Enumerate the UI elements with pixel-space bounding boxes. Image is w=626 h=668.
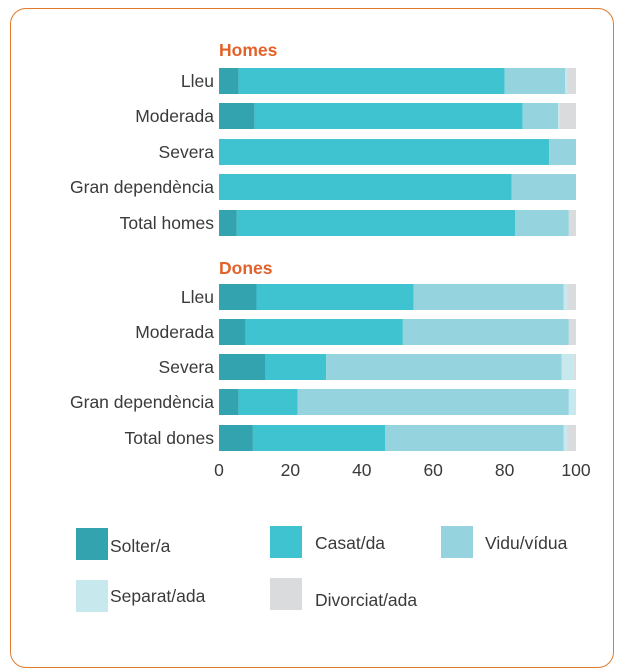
bar-segment	[219, 319, 246, 345]
bar-segment	[511, 174, 576, 200]
x-tick-label: 60	[423, 460, 443, 480]
bar-segment	[563, 425, 568, 451]
category-label: Gran dependència	[70, 392, 214, 412]
bar-segment	[559, 103, 576, 129]
bar-segment	[568, 319, 576, 345]
bar-segment	[219, 389, 239, 415]
bar-segment	[568, 389, 576, 415]
bar-segment	[219, 354, 266, 380]
x-tick-label: 20	[281, 460, 301, 480]
legend-label: Casat/da	[315, 533, 385, 553]
bar-segment	[256, 284, 414, 310]
bar-segment	[219, 103, 255, 129]
bar-segment	[504, 68, 566, 94]
x-tick-label: 0	[214, 460, 224, 480]
category-label: Moderada	[135, 106, 214, 126]
bar-segment	[549, 139, 576, 165]
bar-segment	[219, 68, 239, 94]
legend-label: Vidu/vídua	[485, 533, 568, 553]
category-label: Severa	[159, 142, 215, 162]
bar-segment	[219, 210, 237, 236]
category-label: Gran dependència	[70, 177, 214, 197]
bar-segment	[413, 284, 564, 310]
bar-segment	[522, 103, 559, 129]
category-label: Total homes	[120, 213, 215, 233]
legend-swatch	[270, 526, 302, 558]
bar-segment	[219, 139, 550, 165]
category-label: Lleu	[181, 71, 214, 91]
bar-segment	[385, 425, 564, 451]
bar-segment	[219, 174, 512, 200]
legend-label: Separat/ada	[110, 586, 206, 606]
bar-segment	[558, 103, 560, 129]
category-label: Lleu	[181, 287, 214, 307]
category-label: Total dones	[124, 428, 214, 448]
legend-label: Solter/a	[110, 536, 171, 556]
bar-segment	[238, 68, 505, 94]
bar-segment	[297, 389, 569, 415]
x-tick-label: 100	[561, 460, 590, 480]
group-title: Dones	[219, 258, 273, 278]
x-tick-label: 40	[352, 460, 372, 480]
legend-swatch	[270, 578, 302, 610]
bar-segment	[245, 319, 403, 345]
bar-segment	[515, 210, 569, 236]
bar-segment	[219, 425, 253, 451]
legend-label: Divorciat/ada	[315, 590, 417, 610]
bar-segment	[402, 319, 569, 345]
bar-segment	[254, 103, 523, 129]
bar-segment	[567, 425, 576, 451]
bar-segment	[574, 354, 576, 380]
legend-swatch	[76, 580, 108, 612]
legend-swatch	[441, 526, 473, 558]
bar-segment	[567, 284, 576, 310]
bar-segment	[219, 284, 257, 310]
bar-segment	[238, 389, 298, 415]
bar-segment	[563, 284, 568, 310]
bar-segment	[567, 68, 576, 94]
bar-segment	[561, 354, 575, 380]
x-tick-label: 80	[495, 460, 515, 480]
bar-segment	[326, 354, 562, 380]
bar-segment	[236, 210, 516, 236]
category-label: Moderada	[135, 322, 214, 342]
group-title: Homes	[219, 40, 278, 60]
bar-segment	[252, 425, 386, 451]
bar-segment	[265, 354, 327, 380]
legend-swatch	[76, 528, 108, 560]
category-label: Severa	[159, 357, 215, 377]
bar-segment	[568, 210, 576, 236]
bar-segment	[565, 68, 568, 94]
